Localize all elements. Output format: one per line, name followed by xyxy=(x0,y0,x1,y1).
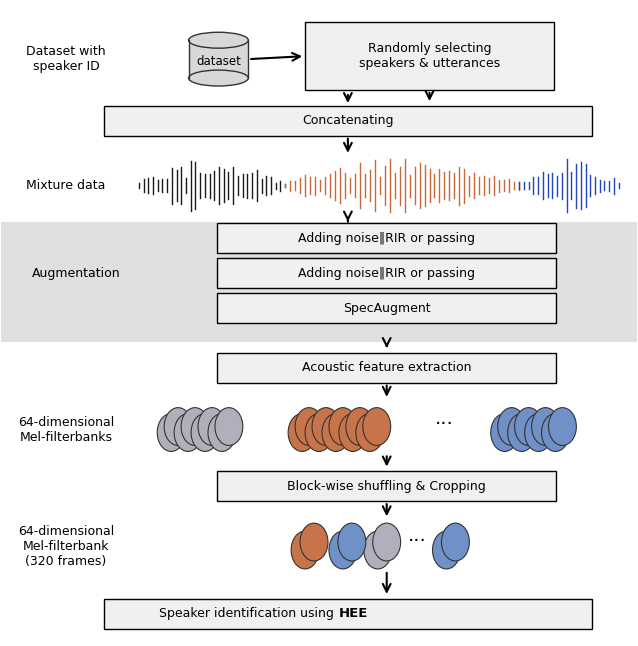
Ellipse shape xyxy=(291,531,319,569)
Bar xyxy=(189,40,248,78)
Ellipse shape xyxy=(295,408,323,446)
Text: 64-dimensional
Mel-filterbanks: 64-dimensional Mel-filterbanks xyxy=(18,415,114,444)
Bar xyxy=(218,293,556,323)
Ellipse shape xyxy=(174,413,202,452)
Ellipse shape xyxy=(531,408,560,446)
Bar xyxy=(218,224,556,253)
Text: Concatenating: Concatenating xyxy=(302,114,394,127)
Bar xyxy=(104,599,592,629)
Ellipse shape xyxy=(549,408,576,446)
Ellipse shape xyxy=(339,413,367,452)
Text: Adding noise‖RIR or passing: Adding noise‖RIR or passing xyxy=(298,232,475,245)
Ellipse shape xyxy=(491,413,519,452)
Ellipse shape xyxy=(164,408,192,446)
Text: Mixture data: Mixture data xyxy=(26,179,106,192)
Ellipse shape xyxy=(322,413,350,452)
Ellipse shape xyxy=(191,413,219,452)
Bar xyxy=(305,23,554,90)
Ellipse shape xyxy=(305,413,333,452)
Text: ···: ··· xyxy=(435,415,454,434)
Ellipse shape xyxy=(364,531,392,569)
Ellipse shape xyxy=(215,408,243,446)
Text: Randomly selecting
speakers & utterances: Randomly selecting speakers & utterances xyxy=(359,42,500,70)
Ellipse shape xyxy=(373,523,401,561)
Ellipse shape xyxy=(356,413,383,452)
Ellipse shape xyxy=(498,408,526,446)
Ellipse shape xyxy=(189,32,248,48)
Ellipse shape xyxy=(441,523,470,561)
Ellipse shape xyxy=(329,408,357,446)
Text: dataset: dataset xyxy=(196,55,241,68)
Ellipse shape xyxy=(300,523,328,561)
Bar xyxy=(218,258,556,288)
Text: Block-wise shuffling & Cropping: Block-wise shuffling & Cropping xyxy=(287,480,486,493)
Text: Acoustic feature extraction: Acoustic feature extraction xyxy=(302,361,471,374)
Ellipse shape xyxy=(312,408,340,446)
Ellipse shape xyxy=(181,408,209,446)
Ellipse shape xyxy=(524,413,553,452)
Bar xyxy=(218,472,556,501)
Text: SpecAugment: SpecAugment xyxy=(343,302,431,315)
Ellipse shape xyxy=(508,413,535,452)
Text: ···: ··· xyxy=(408,532,427,550)
Ellipse shape xyxy=(329,531,357,569)
Bar xyxy=(218,353,556,382)
Ellipse shape xyxy=(189,70,248,86)
Ellipse shape xyxy=(198,408,226,446)
Ellipse shape xyxy=(157,413,185,452)
Ellipse shape xyxy=(433,531,461,569)
Text: Dataset with
speaker ID: Dataset with speaker ID xyxy=(26,45,106,73)
Ellipse shape xyxy=(208,413,236,452)
Bar xyxy=(1,222,637,342)
Ellipse shape xyxy=(515,408,542,446)
Bar xyxy=(104,106,592,136)
Ellipse shape xyxy=(542,413,569,452)
Ellipse shape xyxy=(288,413,316,452)
Ellipse shape xyxy=(338,523,366,561)
Ellipse shape xyxy=(363,408,390,446)
Text: Adding noise‖RIR or passing: Adding noise‖RIR or passing xyxy=(298,267,475,280)
Text: Speaker identification using: Speaker identification using xyxy=(159,607,338,620)
Text: 64-dimensional
Mel-filterbank
(320 frames): 64-dimensional Mel-filterbank (320 frame… xyxy=(18,525,114,568)
Ellipse shape xyxy=(346,408,374,446)
Text: HEE: HEE xyxy=(339,607,368,620)
Text: Augmentation: Augmentation xyxy=(32,267,121,280)
